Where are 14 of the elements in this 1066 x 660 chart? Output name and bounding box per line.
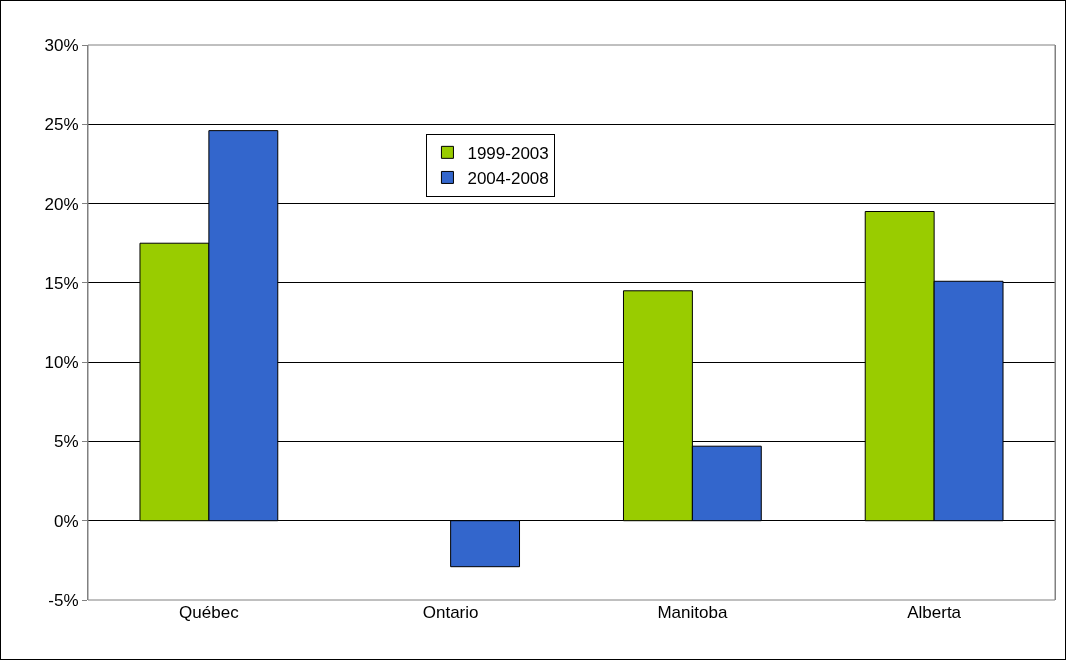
x-tick-label: Manitoba [657, 603, 728, 622]
legend-label: 2004-2008 [467, 169, 549, 189]
y-tick-label: 25% [44, 115, 79, 135]
y-tick-label: 30% [44, 35, 79, 55]
legend-label: 1999-2003 [467, 143, 549, 163]
y-tick-label: -5% [48, 590, 79, 610]
x-tick-label: Alberta [907, 603, 962, 622]
y-tick-label: 20% [44, 194, 79, 214]
x-tick-label: Ontario [422, 603, 479, 622]
y-tick-label: 0% [54, 511, 79, 531]
y-tick-label: 5% [54, 432, 79, 452]
y-tick-label: 15% [44, 273, 79, 293]
x-tick-label: Québec [179, 603, 240, 622]
y-tick-label: 10% [44, 353, 79, 373]
